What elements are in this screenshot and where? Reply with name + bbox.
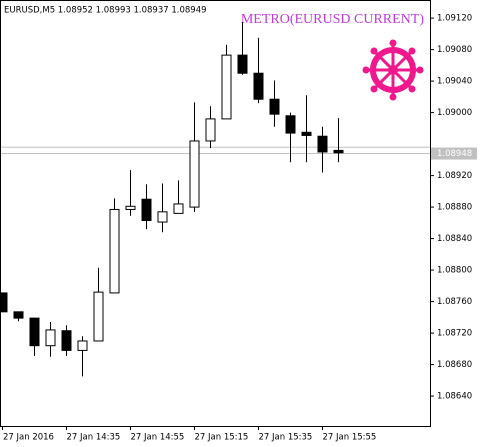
candle-body [13, 311, 24, 319]
y-tick-label: 1.08760 [437, 297, 472, 307]
x-tick-label: 27 Jan 15:35 [259, 433, 313, 443]
candle-body [189, 140, 200, 208]
candle-body [29, 317, 40, 347]
wheel-icon [362, 39, 424, 101]
candle-body [61, 330, 72, 351]
bid-label-box [431, 147, 477, 160]
candle-body [0, 292, 8, 313]
y-tick-label: 1.08840 [437, 234, 472, 244]
y-tick-label: 1.09000 [437, 108, 472, 118]
header: EURUSD,M5 1.08952 1.08993 1.08937 1.0894… [4, 6, 207, 16]
candle-body [333, 149, 344, 154]
y-tick-label: 1.09040 [437, 77, 472, 87]
bid-label: 1.08948 [437, 149, 472, 159]
y-tick-label: 1.08680 [437, 360, 472, 370]
plot-frame [0, 0, 431, 427]
candle-body [205, 118, 216, 142]
y-tick-label: 1.08920 [437, 171, 472, 181]
x-tick-label: 27 Jan 15:15 [195, 433, 249, 443]
x-tick-label: 27 Jan 2016 [3, 433, 54, 443]
x-tick-label: 27 Jan 15:55 [323, 433, 377, 443]
candle-body [237, 54, 248, 74]
y-tick-label: 1.08800 [437, 266, 472, 276]
y-tick-label: 1.08880 [437, 203, 472, 213]
x-tick-label: 27 Jan 14:55 [131, 433, 185, 443]
y-tick-label: 1.09120 [437, 14, 472, 24]
annotation: METRO(EURUSD CURRENT) [241, 12, 425, 27]
y-tick-label: 1.08720 [437, 329, 472, 339]
y-tick-label: 1.08640 [437, 392, 472, 402]
candle-body [157, 211, 168, 223]
candle-body [301, 131, 312, 136]
x-tick-label: 27 Jan 14:35 [67, 433, 121, 443]
candle-body [221, 54, 232, 120]
candle-body [93, 291, 104, 342]
candle-body [173, 203, 184, 214]
candle-body [253, 72, 264, 100]
candle-body [269, 98, 280, 115]
candle-body [77, 340, 88, 351]
candle-body [109, 208, 120, 294]
candle-body [141, 198, 152, 221]
candle-body [317, 135, 328, 153]
y-tick-label: 1.09080 [437, 45, 472, 55]
candle-body [125, 205, 136, 210]
candle-body [285, 115, 296, 134]
candle-body [45, 329, 56, 347]
